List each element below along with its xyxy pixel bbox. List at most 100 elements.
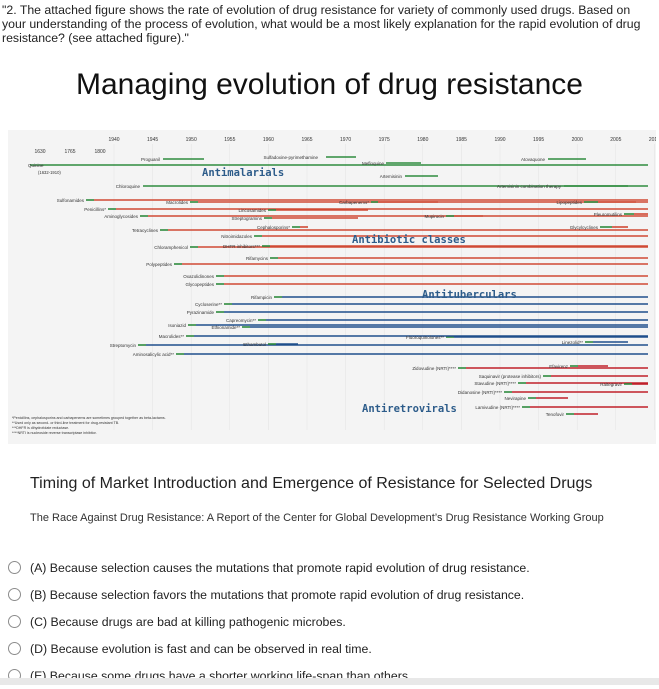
drug-label: Capreomycin** — [226, 318, 256, 323]
drug-label: Mefloquine — [362, 161, 385, 166]
drug-label: Saquinavir (protease inhibitors) — [479, 374, 542, 379]
year-label: 1945 — [147, 137, 158, 143]
drug-labels: Quinine (1632-1910) Proguanil Sulfadoxine-p… — [28, 155, 623, 417]
radio-d[interactable] — [8, 642, 21, 655]
drug-label: Raltegravir — [600, 382, 622, 387]
option-a[interactable]: (A) Because selection causes the mutatio… — [8, 554, 658, 581]
option-c[interactable]: (C) Because drugs are bad at killing pat… — [8, 608, 658, 635]
drug-label: Efavirenz — [549, 364, 569, 369]
section-label: Antituberculars — [422, 289, 517, 301]
footnote: ***DHFR is dihydrofolate reductase. — [12, 426, 69, 430]
year-label: 2010 — [649, 137, 656, 143]
section-label: Antiretrovirals — [362, 403, 457, 415]
question-text: "2. The attached figure shows the rate o… — [2, 3, 641, 46]
drug-label: Glycopeptides — [185, 282, 214, 287]
drug-label: Quinine — [28, 163, 44, 168]
footnotes: *Penicillins, cephalosporins and carbape… — [12, 416, 166, 435]
drug-label: Rifampicin — [251, 295, 273, 300]
radio-a[interactable] — [8, 561, 21, 574]
drug-label: Oxazolidinones — [183, 274, 215, 279]
drug-label: Macrolides** — [159, 334, 185, 339]
drug-label: Streptomycin — [110, 343, 137, 348]
year-label: 1940 — [108, 137, 119, 143]
drug-label: Chloroquine — [116, 184, 141, 189]
drug-label: Ethionamide** — [211, 325, 240, 330]
year-axis-ticks: 1940 1945 1950 1955 1960 1965 1970 1975 1980 1985… — [108, 137, 656, 143]
bottom-scroll-strip — [0, 678, 659, 685]
early-year-label: 1765 — [64, 149, 75, 155]
drug-bars — [30, 156, 648, 415]
year-label: 1960 — [263, 137, 274, 143]
drug-label: Carbapenems* — [339, 200, 369, 205]
year-label: 1970 — [340, 137, 351, 143]
early-year-ticks: 1630 1765 1800 — [34, 149, 105, 155]
drug-label: Cycloserine** — [195, 302, 222, 307]
year-label: 1955 — [224, 137, 235, 143]
drug-label: Cephalosporins* — [257, 225, 290, 230]
drug-label: Proguanil — [141, 157, 160, 162]
footnote: ****NRTI is nucleoside reverse transcrip… — [12, 431, 97, 435]
section-label: Antimalarials — [202, 167, 284, 179]
drug-label: Aminoglycosides — [104, 214, 139, 219]
year-label: 2000 — [572, 137, 583, 143]
drug-label: Sulfadoxine-pyrimethamine — [263, 155, 318, 160]
radio-c[interactable] — [8, 615, 21, 628]
drug-label: Atovaquone — [521, 157, 546, 162]
year-label: 1965 — [301, 137, 312, 143]
year-label: 1980 — [417, 137, 428, 143]
drug-label: Tenofovir — [546, 412, 565, 417]
slide-title: Managing evolution of drug resistance — [76, 68, 583, 101]
section-label: Antibiotic classes — [352, 234, 466, 246]
drug-label: Mupirocin — [424, 214, 444, 219]
option-d[interactable]: (D) Because evolution is fast and can be… — [8, 635, 658, 662]
drug-label: Didanosine (NRTI)**** — [458, 390, 502, 395]
drug-label: Glycylcyclines — [570, 225, 599, 230]
drug-label: Rifamycins — [246, 256, 269, 261]
year-label: 1985 — [456, 137, 467, 143]
figure-source: The Race Against Drug Resistance: A Repo… — [30, 512, 604, 524]
drug-label: Artemisinin combination therapy — [497, 184, 562, 189]
drug-label: Zidovudine (NRTI)**** — [412, 366, 456, 371]
drug-label: Macrolides — [166, 200, 189, 205]
option-d-label: (D) Because evolution is fast and can be… — [30, 641, 372, 656]
option-b[interactable]: (B) Because selection favors the mutatio… — [8, 581, 658, 608]
option-b-label: (B) Because selection favors the mutatio… — [30, 587, 525, 602]
drug-label: Fluoroquinolones** — [406, 335, 444, 340]
drug-label: Streptogramins — [231, 216, 262, 221]
drug-sublabel: (1632-1910) — [38, 170, 61, 175]
drug-label: Artemisinin — [380, 174, 403, 179]
drug-label: Pyrazinamide — [187, 310, 215, 315]
drug-label: Aminosalicylic acid** — [133, 352, 175, 357]
drug-label: Isoniazid — [168, 323, 186, 328]
footnote: *Penicillins, cephalosporins and carbape… — [12, 416, 166, 420]
year-label: 1950 — [186, 137, 197, 143]
figure-caption: Timing of Market Introduction and Emerge… — [30, 475, 593, 492]
year-label: 2005 — [610, 137, 621, 143]
drug-label: DHFR inhibitors*** — [223, 244, 260, 249]
early-year-label: 1630 — [34, 149, 45, 155]
resistance-timeline-figure: 1630 1765 1800 1940 1945 1950 1955 1960 1965 197… — [8, 130, 656, 444]
drug-label: Lipopeptides — [556, 200, 582, 205]
year-label: 1975 — [379, 137, 390, 143]
answer-options: (A) Because selection causes the mutatio… — [8, 554, 658, 689]
early-year-label: 1800 — [94, 149, 105, 155]
drug-label: Lamivudine (NRTI)**** — [475, 405, 520, 410]
drug-label: Stavudine (NRTI)**** — [474, 381, 516, 386]
drug-label: Linezolid** — [562, 340, 584, 345]
radio-b[interactable] — [8, 588, 21, 601]
drug-label: Sulfonamides — [57, 198, 85, 203]
drug-label: Lincosamides — [238, 208, 266, 213]
year-label: 1990 — [494, 137, 505, 143]
timeline-svg: 1630 1765 1800 1940 1945 1950 1955 1960 1965 197… — [12, 137, 656, 435]
drug-label: Polypeptides — [146, 262, 173, 267]
grid-lines — [113, 144, 655, 430]
drug-label: Penicillins* — [84, 207, 106, 212]
footnote: **Used only as second- or third-line tre… — [12, 421, 119, 425]
drug-label: Tetracyclines — [132, 228, 159, 233]
drug-label: Chloramphenicol — [154, 245, 188, 250]
option-a-label: (A) Because selection causes the mutatio… — [30, 560, 530, 575]
year-label: 1995 — [533, 137, 544, 143]
drug-label: Pleuromutilins — [594, 212, 623, 217]
section-labels: Antimalarials Antibiotic classes Antituber… — [202, 167, 517, 415]
drug-label: Nevirapine — [504, 396, 526, 401]
